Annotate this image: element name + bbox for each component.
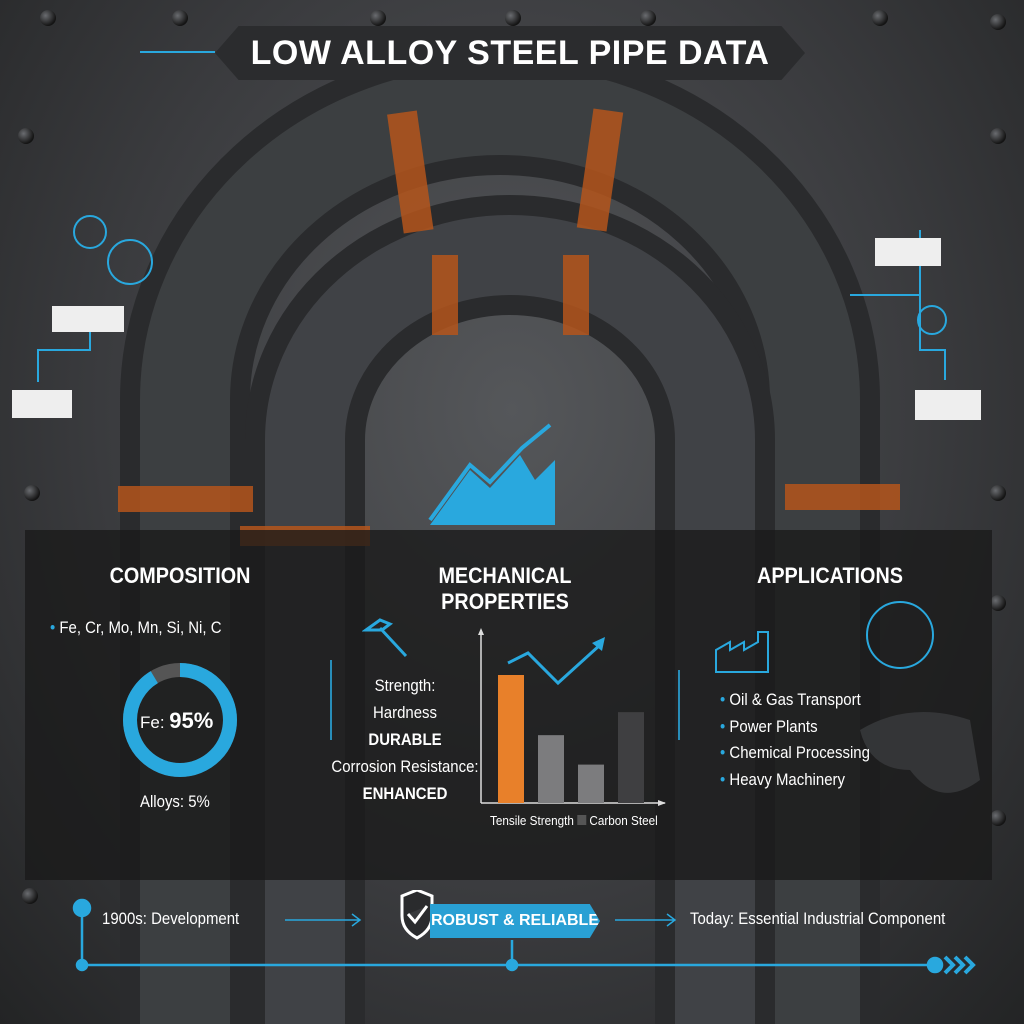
strength-label: Strength: (374, 676, 436, 695)
gear-icon (73, 215, 107, 249)
application-item: • Chemical Processing (720, 743, 870, 762)
application-item: • Oil & Gas Transport (720, 690, 861, 709)
robust-reliable-badge: ROBUST & RELIABLE (430, 904, 600, 938)
world-map-icon (860, 601, 980, 793)
donut-label: Fe: 95% (140, 708, 214, 733)
bar-chart (478, 628, 666, 806)
chart-legend: Tensile Strength Carbon Steel (490, 813, 658, 828)
legend-tensile: Tensile Strength (490, 813, 574, 828)
page-title: LOW ALLOY STEEL PIPE DATA (215, 26, 805, 80)
composition-heading: COMPOSITION (109, 563, 251, 588)
alloys-label: Alloys: 5% (140, 792, 210, 811)
hammer-icon (362, 618, 408, 658)
gear-icon (107, 239, 153, 285)
timeline-start: 1900s: Development (102, 909, 240, 928)
hardness-label: Hardness (372, 703, 438, 722)
growth-chart-icon (430, 455, 555, 525)
applications-heading: APPLICATIONS (757, 563, 903, 588)
bar-0 (498, 675, 524, 803)
timeline-end: Today: Essential Industrial Component (690, 909, 946, 928)
composition-elements: • Fe, Cr, Mo, Mn, Si, Ni, C (50, 618, 222, 637)
mechanical-heading: MECHANICAL PROPERTIES (438, 563, 572, 614)
fe-donut-arc (123, 663, 237, 777)
timeline-line (72, 890, 976, 975)
application-item: • Heavy Machinery (720, 770, 845, 789)
legend-carbon: Carbon Steel (589, 813, 658, 828)
factory-icon (715, 631, 769, 673)
shield-check-icon (400, 890, 434, 940)
bar-3 (618, 712, 644, 803)
durable-label: DURABLE (368, 730, 442, 749)
application-item: • Power Plants (720, 717, 818, 736)
fe-donut-chart (123, 663, 237, 777)
corrosion-label: Corrosion Resistance: (331, 757, 479, 776)
bar-1 (538, 735, 564, 803)
enhanced-label: ENHANCED (362, 784, 448, 803)
bar-2 (578, 764, 604, 803)
